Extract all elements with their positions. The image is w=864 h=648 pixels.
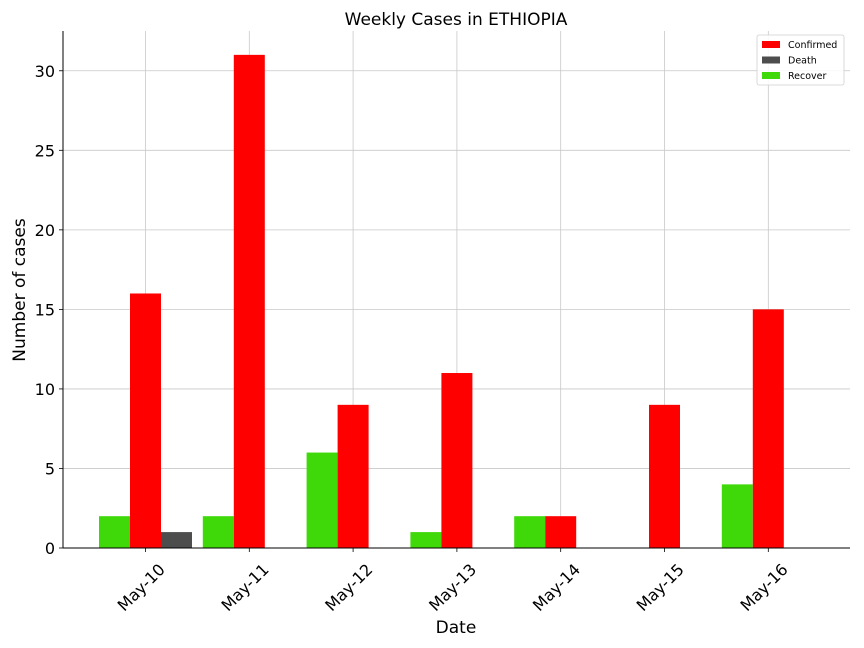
x-tick-label: May-10 bbox=[114, 560, 169, 615]
y-tick-label: 10 bbox=[35, 380, 55, 399]
bars bbox=[99, 54, 784, 548]
x-tick-label: May-12 bbox=[321, 560, 376, 615]
bar-recover-may-12 bbox=[306, 452, 338, 548]
bar-death-may-10 bbox=[161, 532, 192, 548]
bar-recover-may-10 bbox=[99, 516, 130, 548]
x-tick-label: May-16 bbox=[737, 560, 792, 615]
y-tick-label: 25 bbox=[35, 141, 55, 160]
bar-confirmed-may-16 bbox=[752, 309, 784, 548]
x-tick-label: May-15 bbox=[633, 560, 688, 615]
y-tick-label: 5 bbox=[45, 459, 55, 478]
bar-recover-may-13 bbox=[410, 532, 442, 548]
legend-swatch-recover bbox=[762, 72, 780, 79]
chart-title: Weekly Cases in ETHIOPIA bbox=[345, 10, 568, 30]
y-axis-title: Number of cases bbox=[10, 218, 30, 362]
x-axis-ticks: May-10 May-11 May-12 May-13 May-14 May-15 May-… bbox=[114, 548, 792, 615]
bar-confirmed-may-12 bbox=[337, 404, 369, 548]
legend: Confirmed Death Recover bbox=[756, 34, 845, 86]
y-tick-label: 0 bbox=[45, 539, 55, 558]
legend-label-death: Death bbox=[788, 56, 817, 67]
legend-label-confirmed: Confirmed bbox=[788, 40, 837, 51]
y-tick-label: 15 bbox=[35, 300, 55, 319]
x-tick-label: May-13 bbox=[425, 560, 480, 615]
y-tick-label: 30 bbox=[35, 62, 55, 81]
x-tick-label: May-14 bbox=[529, 560, 584, 615]
legend-swatch-confirmed bbox=[762, 41, 780, 48]
bar-confirmed-may-15 bbox=[649, 404, 680, 548]
x-tick-label: May-11 bbox=[218, 560, 273, 615]
y-axis-ticks: 0 5 10 15 20 25 30 bbox=[35, 62, 63, 558]
legend-label-recover: Recover bbox=[788, 71, 827, 82]
bar-confirmed-may-11 bbox=[233, 54, 265, 548]
y-tick-label: 20 bbox=[35, 221, 55, 240]
x-axis-title: Date bbox=[436, 618, 477, 638]
bar-confirmed-may-13 bbox=[441, 373, 473, 548]
bar-recover-may-11 bbox=[202, 516, 234, 548]
bar-confirmed-may-10 bbox=[130, 293, 161, 548]
bar-confirmed-may-14 bbox=[545, 516, 577, 548]
legend-swatch-death bbox=[762, 56, 780, 64]
bar-recover-may-14 bbox=[514, 516, 546, 548]
bar-recover-may-16 bbox=[721, 484, 753, 548]
